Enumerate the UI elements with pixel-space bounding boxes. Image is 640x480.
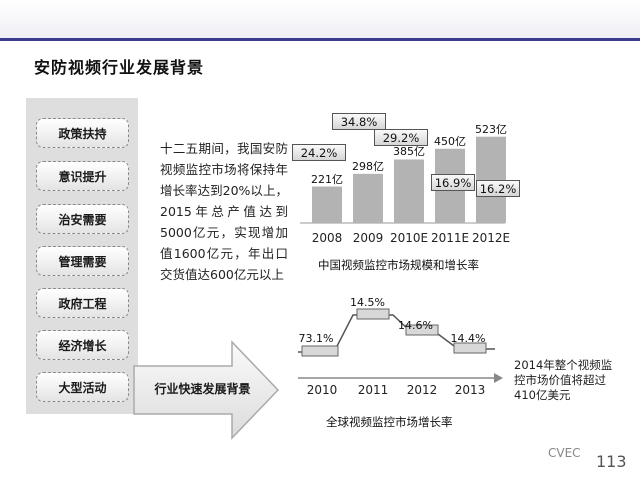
bar [476,136,506,223]
x-axis-arrowhead [494,373,503,383]
china-market-chart: 221亿 2008 298亿 2009 385亿 2010E 450亿 2011E 523亿 20… [290,95,530,275]
rate-value-label: 14.6% [398,319,433,332]
x-tick-label: 2011E [430,231,470,245]
x-tick-label: 2011 [357,383,389,397]
factor-item: 大型活动 [36,372,129,402]
factor-item: 政策扶持 [36,118,129,148]
rate-marker [453,342,487,354]
rate-marker [405,324,439,336]
rate-value-label: 14.5% [350,296,385,309]
bar-value-label: 450亿 [434,134,466,148]
factor-panel: 政策扶持 意识提升 治安需要 管理需要 政府工程 经济增长 大型活动 [26,98,138,414]
watermark: CVEC [548,446,581,460]
forecast-note: 2014年整个视频监控市场价值将超过410亿美元 [514,358,622,403]
header-band [0,0,640,40]
x-tick-label: 2013 [454,383,486,397]
x-tick-label: 2012E [471,231,511,245]
factor-item: 政府工程 [36,288,129,318]
growth-rate-label: 16.2% [476,180,520,197]
bar-value-label: 385亿 [393,145,425,159]
rate-value-label: 73.1% [298,332,334,345]
bar [394,159,424,223]
big-arrow-icon [133,340,280,440]
bar-plot [300,136,506,224]
growth-rate-label: 16.9% [431,174,475,191]
global-chart-caption: 全球视频监控市场增长率 [326,415,453,429]
arrow-label: 行业快速发展背景 [154,382,251,396]
description-text: 十二五期间，我国安防视频监控市场将保持年增长率达到20%以上，2015年总产值达… [160,141,288,282]
bar-value-label: 523亿 [475,122,507,136]
global-market-chart: 73.1% 2010 14.5% 2011 14.6% 2012 14.4% 2013 [290,290,512,402]
rate-marker [356,308,390,320]
growth-rate-label: 34.8% [332,113,386,130]
rate-value-label: 14.4% [450,332,486,345]
bar [353,173,383,223]
factor-item: 意识提升 [36,161,129,191]
bar-value-label: 221亿 [311,172,343,186]
page-number: 113 [596,452,627,471]
growth-rate-label: 24.2% [292,144,346,161]
line-plot [298,308,503,383]
rate-marker [301,345,339,357]
bar-value-label: 298亿 [352,159,384,173]
page-title: 安防视频行业发展背景 [34,58,205,77]
x-tick-label: 2010 [306,383,338,397]
china-chart-caption: 中国视频监控市场规模和增长率 [318,258,479,272]
x-tick-label: 2012 [406,383,438,397]
bar [312,186,342,223]
x-tick-label: 2008 [311,231,343,245]
factor-item: 管理需要 [36,246,129,276]
growth-rate-label: 29.2% [374,129,428,146]
x-tick-label: 2009 [352,231,384,245]
header-rule [0,38,640,41]
x-tick-label: 2010E [389,231,429,245]
factor-item: 治安需要 [36,204,129,234]
forecast-note-text: 2014年整个视频监控市场价值将超过410亿美元 [514,358,613,402]
factor-item: 经济增长 [36,330,129,360]
